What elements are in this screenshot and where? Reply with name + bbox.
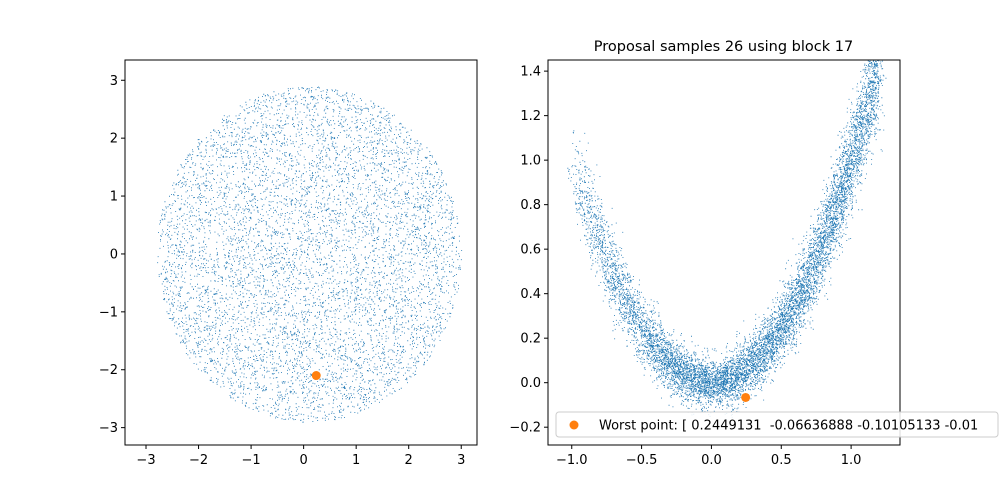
x-tick-label: 1	[352, 453, 360, 468]
x-tick-label: 0.5	[771, 453, 792, 468]
x-tick-label: −2	[189, 453, 208, 468]
left-scatter-points	[157, 86, 463, 423]
legend-marker	[569, 420, 579, 430]
worst-point-marker	[311, 371, 321, 381]
right-axes-frame	[547, 59, 901, 446]
x-tick-label: 3	[457, 453, 465, 468]
x-tick-label: −1.0	[556, 453, 588, 468]
y-tick-label: 3	[110, 74, 118, 89]
y-tick-label: −0.2	[509, 421, 541, 436]
legend: Worst point: [ 0.2449131 -0.06636888 -0.…	[555, 411, 999, 438]
right-subplot: Proposal samples 26 using block 17 −1.0−…	[509, 39, 999, 468]
right-chart-title: Proposal samples 26 using block 17	[594, 39, 853, 55]
y-tick-label: −2	[99, 363, 118, 378]
x-tick-label: 0.0	[701, 453, 722, 468]
y-tick-label: 1	[110, 190, 118, 205]
y-tick-label: 1.2	[520, 109, 541, 124]
y-tick-label: 0.0	[520, 376, 541, 391]
y-tick-label: 0.6	[520, 243, 541, 258]
y-tick-label: 0.8	[520, 198, 541, 213]
x-tick-label: −3	[136, 453, 155, 468]
x-tick-label: −1	[242, 453, 261, 468]
legend-box	[555, 411, 999, 438]
left-x-axis: −3 −2 −1 0 1 2 3	[136, 445, 465, 468]
legend-label: Worst point: [ 0.2449131 -0.06636888 -0.…	[599, 419, 978, 434]
y-tick-label: −1	[99, 305, 118, 320]
y-tick-label: 1.0	[520, 154, 541, 169]
y-tick-label: 2	[110, 132, 118, 147]
scatter-point-cloud	[157, 86, 463, 423]
y-tick-label: 0	[110, 247, 118, 262]
y-tick-label: −3	[99, 421, 118, 436]
left-worst-point-layer	[311, 371, 321, 381]
left-subplot: −3 −2 −1 0 1 2 3 −3 −2 −1 0 1 2 3	[99, 59, 478, 468]
y-tick-label: 1.4	[520, 65, 541, 80]
left-axes-frame	[124, 59, 478, 446]
x-tick-label: −0.5	[626, 453, 658, 468]
worst-point-marker	[741, 392, 751, 402]
left-plot-area	[125, 60, 477, 445]
right-worst-point-layer	[741, 392, 751, 402]
left-y-axis: −3 −2 −1 0 1 2 3	[99, 74, 125, 436]
x-tick-label: 1.0	[841, 453, 862, 468]
x-tick-label: 0	[299, 453, 307, 468]
x-tick-label: 2	[405, 453, 413, 468]
y-tick-label: 0.2	[520, 332, 541, 347]
y-tick-label: 0.4	[520, 287, 541, 302]
right-x-axis: −1.0 −0.5 0.0 0.5 1.0	[556, 445, 861, 468]
right-y-axis: −0.2 0.0 0.2 0.4 0.6 0.8 1.0 1.2 1.4	[509, 65, 548, 436]
